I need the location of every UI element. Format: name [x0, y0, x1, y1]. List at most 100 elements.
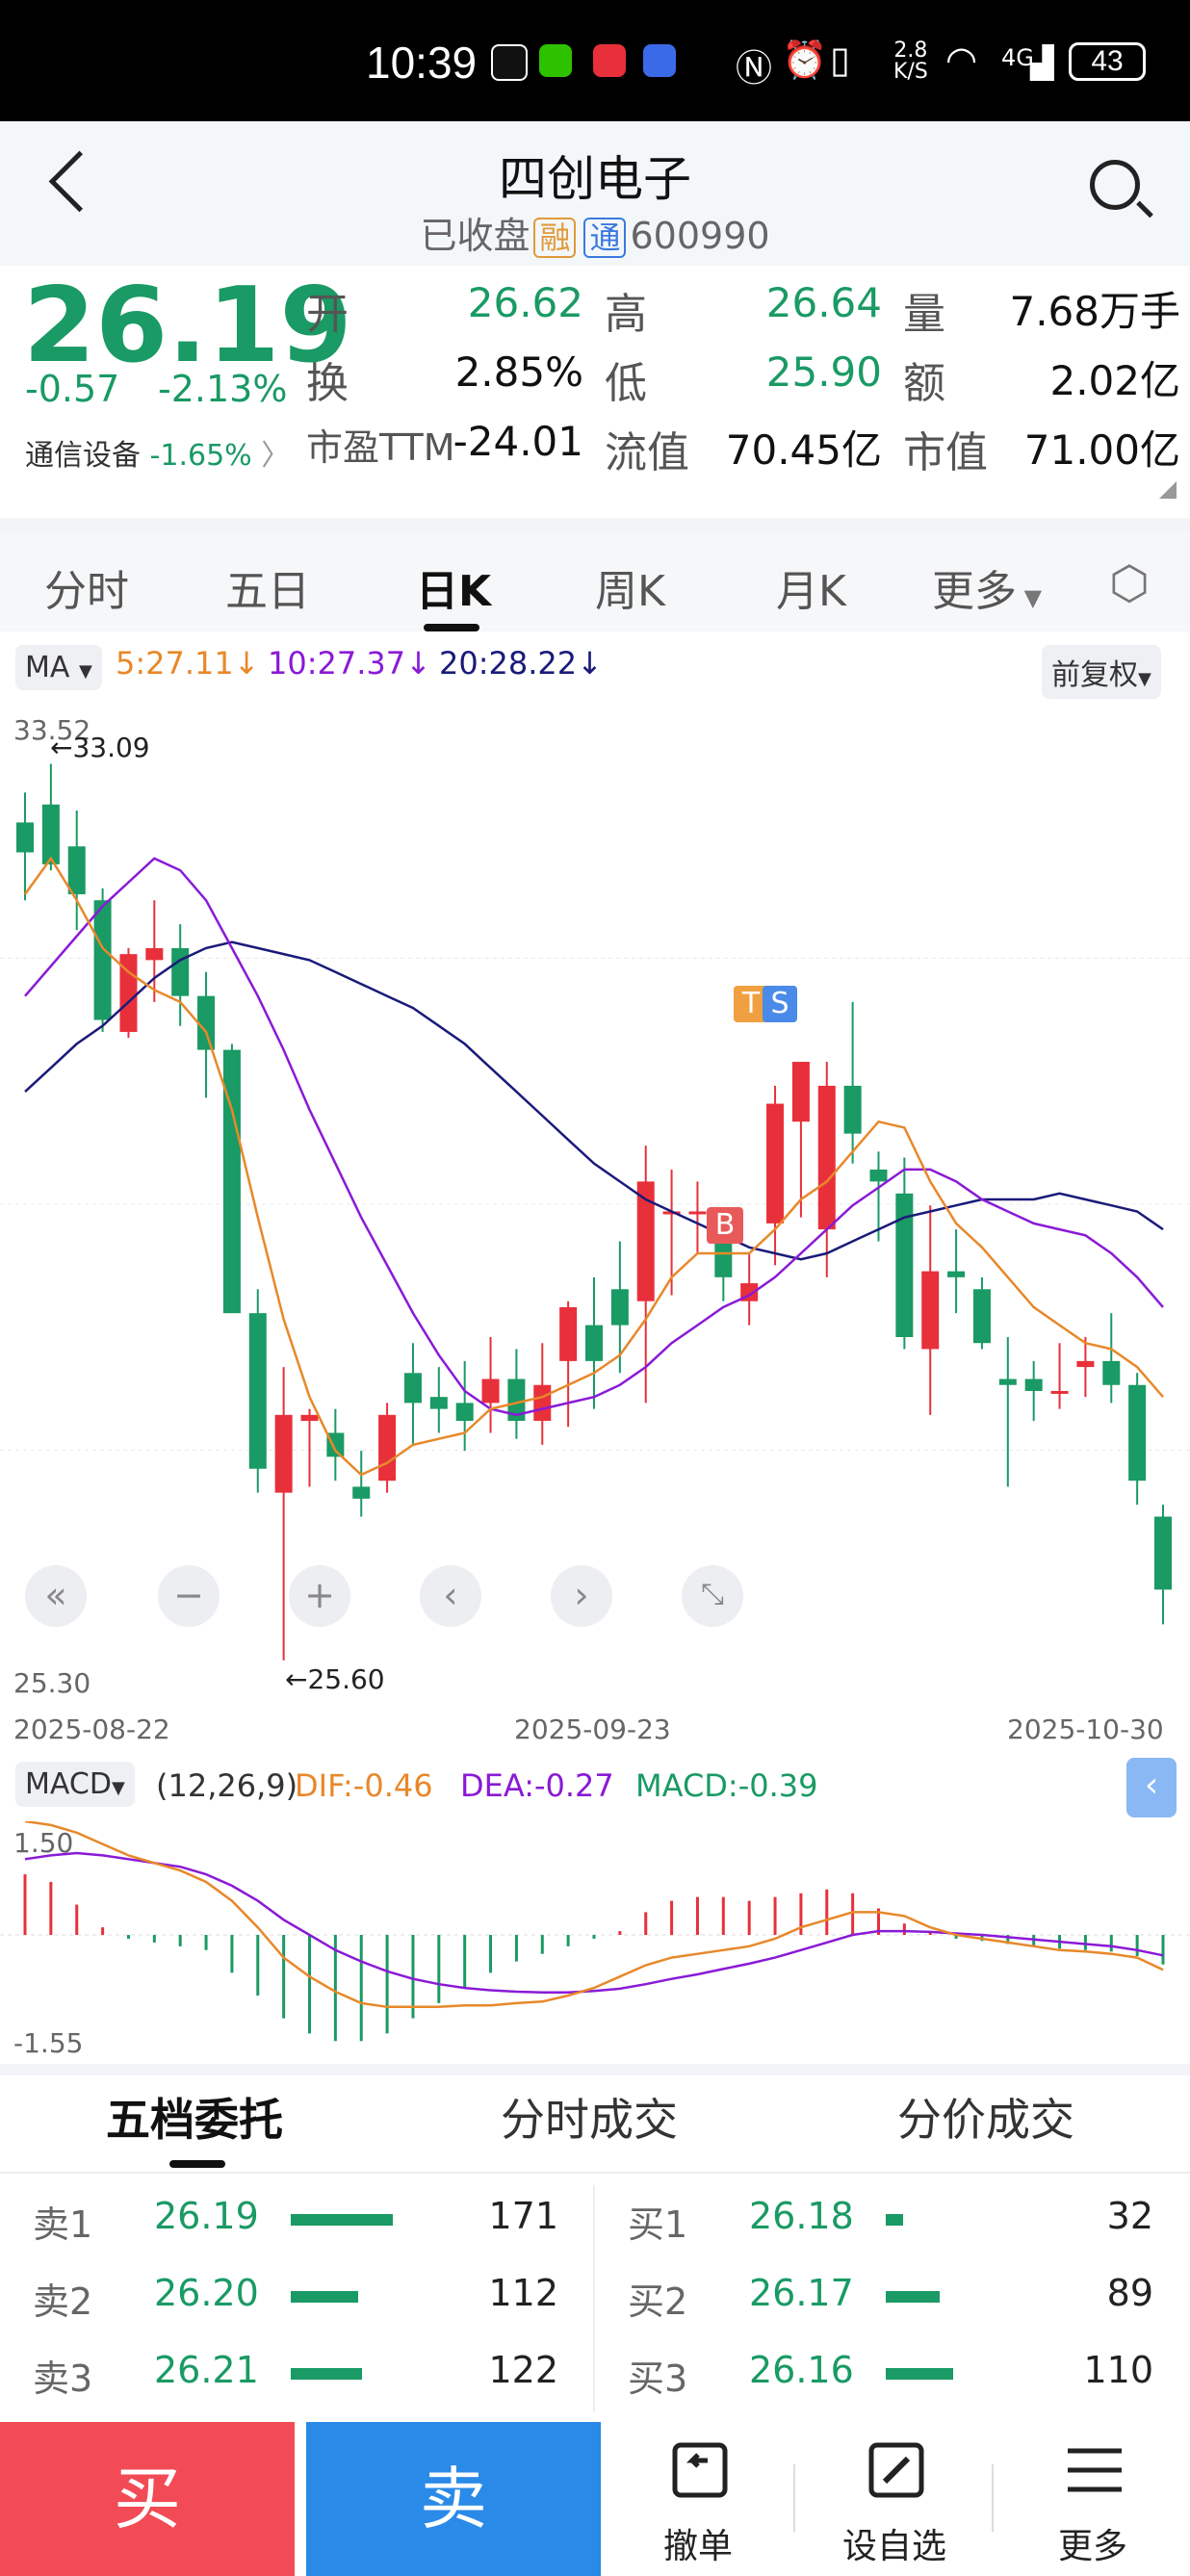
tab-more[interactable]: 更多 ▼	[932, 556, 1042, 618]
tab-more-label: 更多	[932, 567, 1017, 616]
zoom-in-button[interactable]: +	[289, 1565, 350, 1627]
ma10-value: 10:27.37↓	[268, 645, 431, 682]
app-shield-icon	[643, 44, 676, 77]
buy-volume-bar	[886, 2368, 953, 2380]
date-end: 2025-10-30	[1007, 1713, 1164, 1745]
net-speed-value: 2.8	[893, 39, 928, 63]
candle	[1076, 1337, 1095, 1398]
amount-label: 额	[903, 359, 945, 408]
candle	[455, 1360, 474, 1452]
network-type: 4G	[1001, 44, 1034, 71]
sell-volume-bar	[291, 2291, 358, 2303]
last-price: 26.19	[23, 266, 352, 386]
sell-volume: 112	[488, 2272, 558, 2314]
tab-monthly-k[interactable]: 月K	[776, 567, 846, 616]
tab-tick-trades[interactable]: 分时成交	[501, 2094, 678, 2146]
candle	[429, 1367, 448, 1433]
candle	[300, 1408, 319, 1487]
candle	[1154, 1505, 1172, 1625]
tab-daily-k[interactable]: 日K	[416, 567, 492, 616]
sell-price: 26.21	[154, 2349, 259, 2391]
macd-selector[interactable]: MACD▼	[15, 1762, 135, 1807]
tab-intraday[interactable]: 分时	[44, 567, 129, 616]
sector-link[interactable]: 通信设备 -1.65% 〉	[25, 439, 291, 473]
sell-marker[interactable]: S	[763, 986, 797, 1022]
candle	[869, 1151, 888, 1242]
stock-header: 四创电子 已收盘融通 600990	[0, 121, 1190, 266]
menu-icon	[1068, 2448, 1122, 2492]
candle	[636, 1146, 655, 1404]
macd-params: (12,26,9)	[156, 1767, 298, 1804]
macd-y-bottom: -1.55	[13, 2027, 84, 2059]
buy-volume: 32	[1106, 2195, 1153, 2237]
buy-price: 26.18	[749, 2195, 854, 2237]
candle	[93, 888, 112, 1032]
candle	[16, 792, 34, 901]
scroll-start-button[interactable]: «	[25, 1565, 87, 1627]
candle	[972, 1276, 991, 1350]
stock-code: 600990	[630, 215, 770, 257]
fullscreen-button[interactable]: ⤡	[682, 1565, 743, 1627]
sell-volume: 171	[488, 2195, 558, 2237]
buy-marker[interactable]: B	[707, 1207, 743, 1244]
chevron-down-icon: ▼	[1138, 669, 1151, 689]
ma-label: MA	[25, 651, 70, 684]
buy-button[interactable]: 买	[0, 2422, 295, 2576]
divider	[793, 2464, 795, 2532]
open-label: 开	[306, 290, 349, 339]
price-change-pct: -2.13%	[158, 368, 288, 410]
settings-hex-icon[interactable]: ⬡	[1109, 556, 1150, 610]
chevron-down-icon: ▼	[78, 661, 92, 682]
ma5-value: 5:27.11↓	[116, 645, 260, 682]
y-axis-bottom-label: 25.30	[13, 1667, 91, 1699]
expand-panel-icon[interactable]: ‹	[1126, 1758, 1177, 1817]
add-watchlist-button[interactable]: 设自选	[803, 2422, 986, 2576]
candle	[610, 1241, 629, 1374]
scroll-left-button[interactable]: ‹	[420, 1565, 481, 1627]
candle	[688, 1181, 707, 1253]
candle	[248, 1289, 267, 1493]
candle	[895, 1157, 914, 1350]
tab-order-book[interactable]: 五档委托	[106, 2094, 283, 2146]
cancel-order-label: 撤单	[662, 2527, 733, 2566]
wifi-icon: ◠	[945, 39, 978, 81]
candle	[171, 924, 190, 1026]
sell-level-label: 卖1	[33, 2203, 93, 2246]
vibrate-icon: ▯	[830, 39, 850, 81]
search-icon[interactable]	[1090, 160, 1140, 210]
more-button[interactable]: 更多	[1001, 2422, 1184, 2576]
pe-label: 市盈TTM	[306, 426, 455, 469]
tab-five-day[interactable]: 五日	[225, 567, 310, 616]
zoom-out-button[interactable]: −	[158, 1565, 220, 1627]
sell-level-label: 卖2	[33, 2280, 93, 2323]
divider	[0, 2064, 1190, 2075]
candle	[998, 1337, 1017, 1487]
nfc-icon: Ⓝ	[736, 47, 773, 90]
divider	[0, 2172, 1190, 2174]
y-axis-top-label: 33.52	[13, 714, 91, 746]
sell-price: 26.20	[154, 2272, 259, 2314]
scroll-right-button[interactable]: ›	[551, 1565, 612, 1627]
connect-tag: 通	[583, 218, 627, 258]
ma20-text: 20:28.22	[439, 645, 578, 682]
ma5-text: 5:27.11	[116, 645, 234, 682]
ma20-line	[24, 940, 1164, 1261]
candlestick-chart[interactable]	[0, 712, 1190, 1704]
ma-selector[interactable]: MA ▼	[15, 645, 102, 690]
candle	[145, 900, 164, 1002]
tab-weekly-k[interactable]: 周K	[595, 567, 665, 616]
adjust-selector[interactable]: 前复权▼	[1042, 645, 1161, 699]
macd-chart[interactable]	[0, 1821, 1190, 2062]
turnover-label: 换	[306, 359, 349, 408]
tab-price-volume[interactable]: 分价成交	[897, 2094, 1074, 2146]
date-start: 2025-08-22	[13, 1713, 170, 1745]
expand-corner-icon[interactable]	[1159, 481, 1177, 499]
buy-level-label: 买1	[628, 2203, 688, 2246]
divider	[593, 2185, 595, 2412]
macd-label: MACD	[25, 1767, 112, 1801]
candle	[947, 1229, 966, 1314]
sell-button[interactable]: 卖	[306, 2422, 601, 2576]
open-value: 26.62	[467, 279, 583, 326]
turnover-value: 2.85%	[454, 348, 583, 396]
cancel-order-button[interactable]: 撤单	[607, 2422, 789, 2576]
